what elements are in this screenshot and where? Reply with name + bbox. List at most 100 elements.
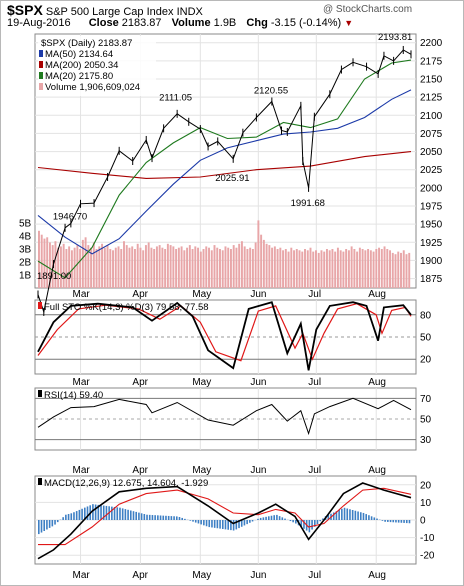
month-tick-label: Aug (368, 289, 386, 300)
macd-histogram-bar (235, 520, 238, 530)
month-tick-label: Mar (73, 377, 91, 388)
price-tick-label: 2075 (420, 129, 443, 140)
volume-bar (139, 247, 142, 288)
month-tick-label: Jul (308, 377, 321, 388)
volume-bar (205, 246, 208, 288)
macd-histogram-bar (243, 520, 246, 526)
month-tick-label: Apr (132, 465, 148, 476)
volume-bar (375, 249, 378, 288)
volume-bar (164, 249, 167, 288)
volume-bar (224, 246, 227, 288)
volume-bar (254, 242, 257, 288)
macd-histogram-bar (54, 520, 56, 525)
volume-bar (389, 250, 392, 288)
macd-histogram-bar (232, 520, 235, 531)
volume-bar (194, 246, 197, 288)
volume-bar (265, 243, 268, 288)
macd-histogram-bar (81, 508, 83, 520)
macd-histogram-bar (332, 512, 335, 520)
macd-histogram-bar (397, 520, 400, 523)
macd-histogram-bar (40, 520, 43, 533)
macd-histogram-bar (376, 518, 378, 520)
volume-bar (136, 243, 139, 288)
volume-bar (188, 245, 191, 288)
macd-histogram-bar (403, 520, 405, 523)
volume-bar (268, 245, 271, 288)
ma200-line (37, 151, 412, 179)
macd-histogram-bar (400, 520, 403, 523)
volume-bar (62, 243, 65, 288)
legend-volume: Volume 1,906,609,024 (45, 82, 140, 93)
month-tick-label: May (192, 377, 211, 388)
macd-histogram-bar (78, 509, 81, 520)
month-tick-label: Apr (132, 289, 148, 300)
month-tick-label: Mar (73, 289, 91, 300)
volume-bar (76, 245, 79, 288)
macd-histogram-bar (181, 517, 184, 520)
chart-title: $SPX S&P 500 Large Cap Index INDX (7, 2, 203, 18)
volume-tick-label: 5B (19, 219, 32, 230)
volume-bar (166, 243, 169, 288)
macd-histogram-bar (251, 520, 254, 522)
macd-histogram-bar (175, 516, 178, 520)
macd-histogram-bar (46, 520, 48, 530)
macd-histogram-bar (349, 509, 351, 520)
volume-bar (295, 249, 298, 288)
month-tick-label: May (192, 289, 211, 300)
macd-histogram-bar (65, 514, 67, 520)
macd-histogram-bar (189, 520, 192, 521)
volume-bar (367, 249, 370, 288)
volume-bar (397, 251, 400, 288)
macd-histogram-bar (238, 520, 240, 529)
rsi-tick-label: 70 (420, 394, 432, 405)
macd-histogram-bar (265, 516, 267, 520)
volume-bar (232, 245, 235, 288)
volume-bar (282, 250, 285, 288)
macd-histogram-bar (346, 508, 349, 520)
macd-histogram-bar (295, 520, 297, 524)
macd-histogram-bar (262, 517, 265, 520)
volume-bar (402, 250, 405, 288)
volume-bar (90, 247, 93, 288)
volume-bar (235, 247, 238, 288)
macd-histogram-bar (208, 520, 211, 528)
volume-bar (177, 247, 180, 288)
month-tick-label: Mar (73, 570, 91, 581)
macd-histogram-bar (213, 520, 216, 528)
price-tick-label: 1925 (420, 238, 443, 249)
price-annotation: 1891.00 (37, 271, 71, 282)
volume-bar (175, 249, 178, 288)
macd-histogram-bar (362, 512, 365, 520)
month-tick-label: Aug (368, 377, 386, 388)
macd-histogram-bar (43, 520, 46, 531)
volume-bar (358, 247, 361, 288)
volume-bar (65, 249, 68, 288)
macd-histogram-bar (151, 515, 154, 520)
quote-date: 19-Aug-2016 (7, 17, 71, 29)
macd-tick-label: 20 (420, 480, 432, 491)
macd-histogram-bar (143, 514, 146, 520)
volume-bar (400, 252, 402, 288)
macd-histogram-bar (257, 518, 259, 520)
volume-bar (317, 252, 320, 288)
volume-bar (103, 247, 106, 288)
volume-bar (172, 246, 175, 288)
volume-bar (210, 250, 213, 288)
macd-histogram-bar (365, 514, 367, 520)
macd-histogram-bar (284, 518, 286, 520)
price-annotation: 2025.91 (215, 173, 249, 184)
rsi-tick-label: 50 (420, 415, 432, 426)
price-tick-label: 2050 (420, 147, 443, 158)
volume-bar (257, 220, 260, 288)
macd-tick-label: -10 (420, 533, 435, 544)
volume-bar (133, 249, 136, 288)
volume-bar (287, 251, 290, 288)
macd-histogram-bar (154, 515, 156, 520)
macd-histogram-bar (227, 520, 229, 530)
price-tick-label: 2100 (420, 111, 443, 122)
macd-histogram-bar (319, 520, 321, 522)
volume-bar (98, 246, 101, 288)
macd-histogram-bar (111, 506, 113, 520)
macd-histogram-bar (211, 520, 213, 528)
